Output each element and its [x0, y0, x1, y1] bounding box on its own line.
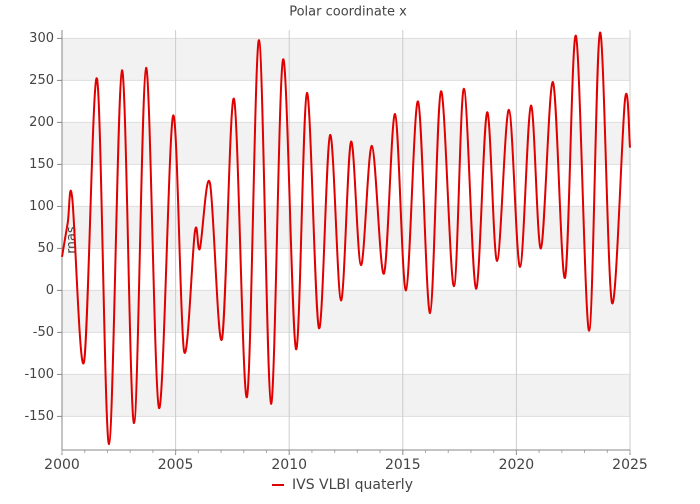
y-tick-label: -100 — [24, 367, 54, 382]
grid-band — [62, 290, 630, 333]
y-tick-label: 150 — [29, 157, 54, 172]
data-line — [61, 31, 631, 446]
y-tick-label: -150 — [24, 409, 54, 424]
y-tick-label: -50 — [33, 325, 54, 340]
y-tick-label: 250 — [29, 73, 54, 88]
y-tick-label: 200 — [29, 115, 54, 130]
grid-band — [62, 38, 630, 81]
x-tick-label: 2010 — [271, 457, 307, 473]
chart-title: Polar coordinate x — [289, 5, 407, 20]
legend-label: IVS VLBI quaterly — [292, 477, 413, 493]
grid-band — [62, 122, 630, 165]
x-tick-label: 2020 — [499, 457, 535, 473]
x-tick-label: 2025 — [612, 457, 648, 473]
y-tick-label: 100 — [29, 199, 54, 214]
x-tick-label: 2000 — [44, 457, 80, 473]
grid-band — [62, 374, 630, 417]
y-tick-label: 0 — [46, 283, 54, 298]
y-tick-label: 50 — [37, 241, 54, 256]
x-tick-label: 2005 — [158, 457, 194, 473]
y-tick-label: 300 — [29, 31, 54, 46]
x-tick-label: 2015 — [385, 457, 421, 473]
